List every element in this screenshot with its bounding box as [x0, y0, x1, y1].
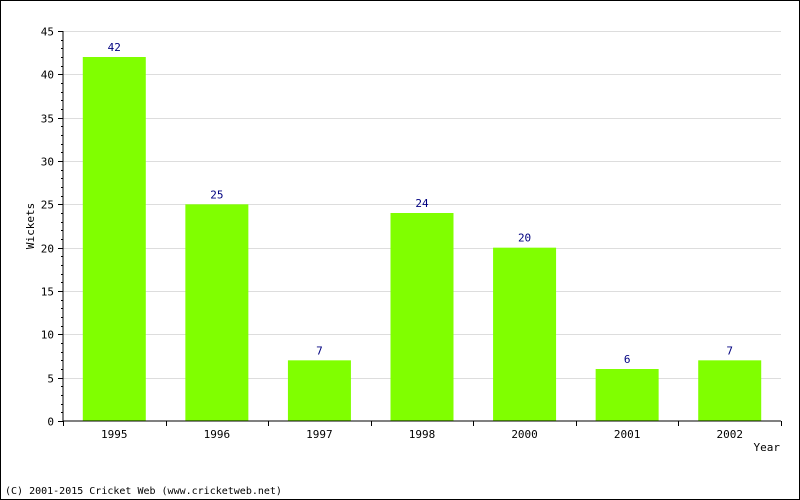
- copyright-footer: (C) 2001-2015 Cricket Web (www.cricketwe…: [5, 486, 282, 497]
- x-ticks: 1995 1996 1997 1998 2000 2001 2002: [63, 421, 782, 441]
- data-label-1998: 24: [415, 197, 429, 210]
- bars: [82, 57, 762, 421]
- y-tick-label: 45: [41, 26, 54, 39]
- y-tick-label: 25: [41, 199, 54, 212]
- data-label-1995: 42: [108, 41, 121, 54]
- bar-2002: [698, 360, 762, 421]
- data-label-1996: 25: [210, 188, 223, 201]
- x-tick-label-2000: 2000: [511, 428, 538, 441]
- bar-1995: [82, 57, 146, 421]
- y-tick-label: 0: [47, 416, 54, 429]
- bar-1996: [185, 204, 249, 421]
- data-label-1997: 7: [316, 344, 323, 357]
- y-tick-label: 20: [41, 243, 54, 256]
- x-tick-label-2002: 2002: [716, 428, 743, 441]
- grid-lines: [63, 31, 781, 379]
- data-label-2002: 7: [726, 344, 733, 357]
- y-tick-label: 30: [41, 156, 54, 169]
- bar-2000: [493, 247, 557, 421]
- y-tick-label: 15: [41, 286, 54, 299]
- bar-1998: [390, 213, 454, 421]
- axes: [62, 31, 781, 422]
- x-axis-title: Year: [754, 441, 781, 454]
- bar-1997: [287, 360, 351, 421]
- data-label-2000: 20: [518, 232, 531, 245]
- data-label-2001: 6: [624, 353, 631, 366]
- data-labels: 42 25 7 24 20 6 7: [108, 41, 733, 366]
- bar-2001: [595, 369, 659, 421]
- y-tick-label: 35: [41, 113, 54, 126]
- x-tick-label-1996: 1996: [204, 428, 231, 441]
- y-ticks: 0 5 10 15 20 25 30 35 40 45: [41, 26, 63, 429]
- y-tick-label: 40: [41, 69, 54, 82]
- x-tick-label-1998: 1998: [409, 428, 436, 441]
- y-tick-label: 5: [47, 373, 54, 386]
- x-tick-label-2001: 2001: [614, 428, 641, 441]
- x-tick-label-1997: 1997: [306, 428, 333, 441]
- y-axis-title: Wickets: [24, 203, 37, 249]
- y-tick-label: 10: [41, 329, 54, 342]
- x-tick-label-1995: 1995: [101, 428, 128, 441]
